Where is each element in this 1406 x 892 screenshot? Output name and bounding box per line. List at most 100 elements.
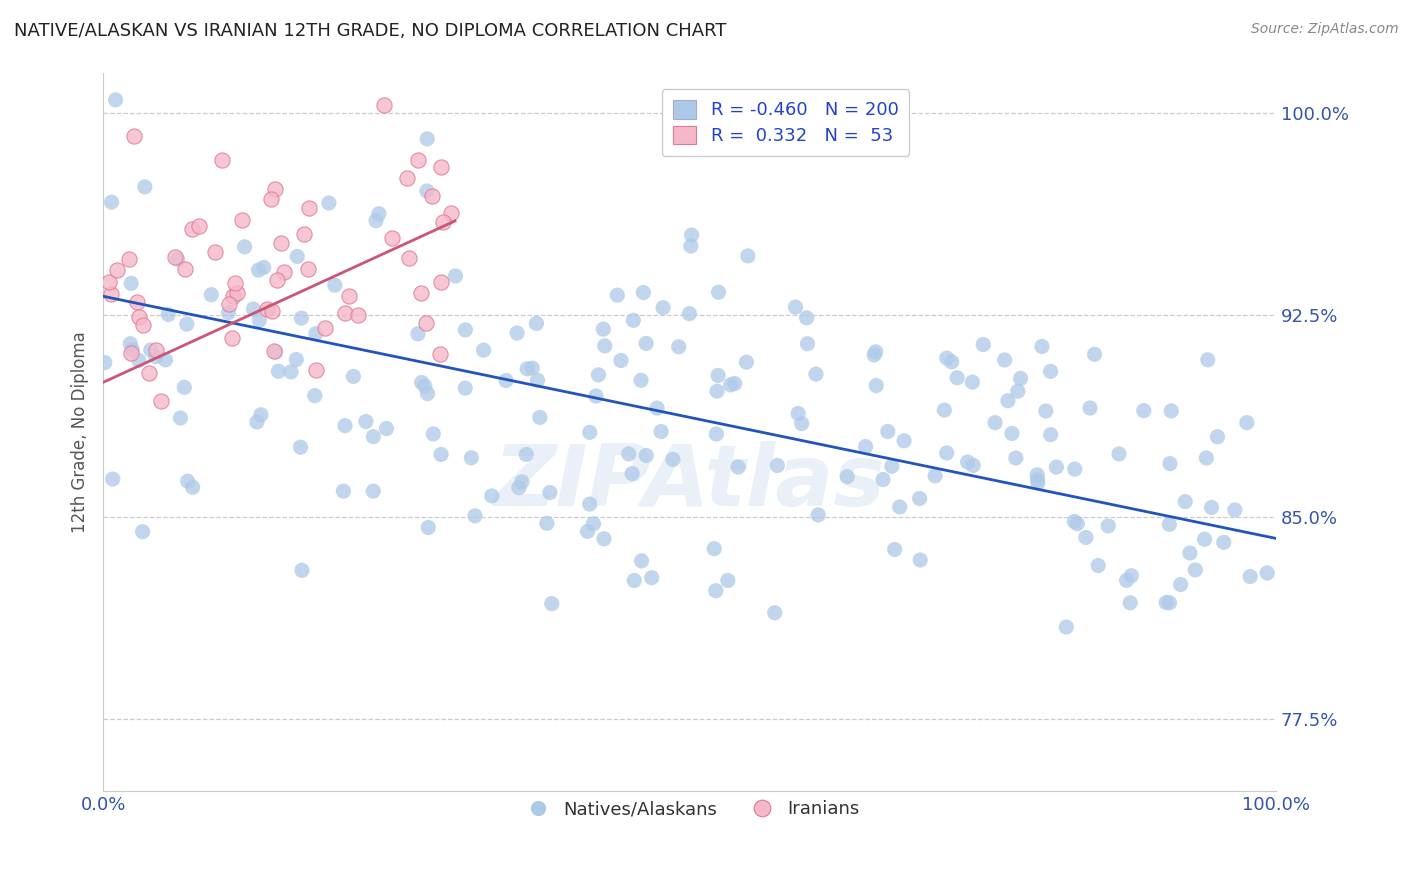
Point [398, 252, 420, 266]
Point [763, 606, 786, 620]
Point [430, 275, 453, 289]
Point [247, 313, 270, 327]
Point [145, 350, 167, 364]
Point [225, 286, 247, 301]
Point [883, 542, 905, 557]
Point [1170, 577, 1192, 591]
Point [333, 306, 356, 320]
Point [593, 532, 616, 546]
Point [264, 182, 287, 196]
Point [804, 367, 827, 381]
Point [149, 393, 172, 408]
Point [298, 201, 321, 215]
Point [889, 500, 911, 514]
Point [253, 260, 276, 275]
Text: NATIVE/ALASKAN VS IRANIAN 12TH GRADE, NO DIPLOMA CORRELATION CHART: NATIVE/ALASKAN VS IRANIAN 12TH GRADE, NO… [14, 22, 727, 40]
Point [211, 153, 233, 167]
Point [131, 524, 153, 539]
Point [1132, 403, 1154, 417]
Point [373, 98, 395, 112]
Point [176, 474, 198, 488]
Point [1159, 457, 1181, 471]
Point [790, 417, 813, 431]
Point [297, 262, 319, 277]
Point [610, 353, 633, 368]
Point [855, 440, 877, 454]
Point [1097, 519, 1119, 533]
Point [440, 206, 463, 220]
Point [218, 306, 240, 320]
Point [280, 365, 302, 379]
Point [132, 318, 155, 333]
Point [796, 336, 818, 351]
Point [342, 369, 364, 384]
Point [536, 516, 558, 531]
Point [224, 277, 246, 291]
Point [218, 297, 240, 311]
Point [578, 425, 600, 440]
Point [138, 366, 160, 380]
Point [807, 508, 830, 522]
Point [1078, 401, 1101, 415]
Point [266, 272, 288, 286]
Point [169, 411, 191, 425]
Point [652, 301, 675, 315]
Point [508, 481, 530, 495]
Point [430, 160, 453, 174]
Point [454, 323, 477, 337]
Point [413, 379, 436, 393]
Point [641, 571, 664, 585]
Point [323, 278, 346, 293]
Point [1159, 517, 1181, 532]
Point [1115, 574, 1137, 588]
Point [1174, 494, 1197, 508]
Point [472, 343, 495, 358]
Point [1005, 450, 1028, 465]
Point [617, 447, 640, 461]
Point [422, 426, 444, 441]
Point [576, 524, 599, 539]
Point [893, 434, 915, 448]
Point [585, 389, 607, 403]
Point [120, 277, 142, 291]
Point [460, 450, 482, 465]
Point [1239, 569, 1261, 583]
Point [706, 384, 728, 399]
Point [516, 361, 538, 376]
Point [1087, 558, 1109, 573]
Point [837, 469, 859, 483]
Point [1074, 531, 1097, 545]
Point [934, 403, 956, 417]
Point [636, 336, 658, 351]
Point [707, 285, 730, 300]
Point [128, 353, 150, 368]
Point [522, 361, 544, 376]
Point [104, 93, 127, 107]
Point [1160, 404, 1182, 418]
Point [260, 303, 283, 318]
Point [181, 480, 204, 494]
Point [1212, 535, 1234, 549]
Point [454, 381, 477, 395]
Point [787, 407, 810, 421]
Point [946, 371, 969, 385]
Point [592, 322, 614, 336]
Point [364, 213, 387, 227]
Point [1206, 430, 1229, 444]
Point [354, 415, 377, 429]
Point [406, 326, 429, 341]
Point [363, 430, 385, 444]
Point [645, 401, 668, 416]
Point [785, 300, 807, 314]
Point [333, 418, 356, 433]
Point [305, 326, 328, 341]
Text: Source: ZipAtlas.com: Source: ZipAtlas.com [1251, 22, 1399, 37]
Point [593, 339, 616, 353]
Point [972, 337, 994, 351]
Point [381, 231, 404, 245]
Point [865, 378, 887, 392]
Point [737, 249, 759, 263]
Point [717, 574, 740, 588]
Point [1121, 568, 1143, 582]
Point [910, 553, 932, 567]
